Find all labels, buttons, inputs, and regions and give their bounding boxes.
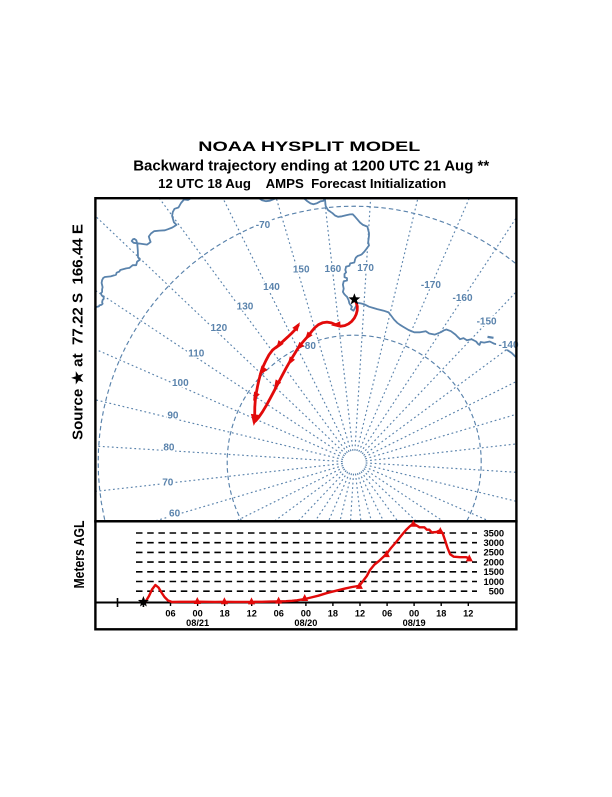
svg-text:12: 12 bbox=[355, 609, 365, 619]
svg-text:3500: 3500 bbox=[484, 527, 504, 538]
svg-text:1500: 1500 bbox=[484, 566, 504, 577]
svg-text:06: 06 bbox=[274, 609, 284, 619]
svg-text:170: 170 bbox=[357, 263, 374, 274]
svg-text:100: 100 bbox=[172, 378, 189, 389]
svg-text:70: 70 bbox=[162, 478, 174, 489]
svg-text:08/20: 08/20 bbox=[294, 618, 317, 628]
svg-text:1000: 1000 bbox=[484, 576, 504, 587]
svg-text:12 UTC 18 Aug AMPS Forecas: 12 UTC 18 Aug AMPS Forecast Initializati… bbox=[158, 176, 446, 191]
svg-text:12: 12 bbox=[247, 609, 257, 619]
svg-text:90: 90 bbox=[167, 410, 179, 421]
svg-text:18: 18 bbox=[436, 609, 446, 619]
svg-text:-170: -170 bbox=[421, 280, 441, 291]
svg-text:Meters AGL: Meters AGL bbox=[72, 520, 88, 588]
svg-text:-140: -140 bbox=[498, 340, 518, 351]
svg-text:130: 130 bbox=[237, 301, 254, 312]
svg-text:-150: -150 bbox=[477, 317, 497, 328]
svg-text:120: 120 bbox=[210, 323, 227, 334]
svg-text:00: 00 bbox=[409, 609, 419, 619]
svg-text:60: 60 bbox=[169, 508, 181, 519]
svg-text:-70: -70 bbox=[256, 220, 271, 231]
svg-text:2000: 2000 bbox=[484, 556, 504, 567]
svg-text:06: 06 bbox=[382, 609, 392, 619]
svg-text:-160: -160 bbox=[452, 293, 472, 304]
svg-text:500: 500 bbox=[489, 586, 504, 597]
svg-text:110: 110 bbox=[188, 349, 205, 360]
svg-text:12: 12 bbox=[463, 609, 473, 619]
svg-text:08/19: 08/19 bbox=[403, 618, 426, 628]
svg-text:08/21: 08/21 bbox=[186, 618, 209, 628]
svg-text:150: 150 bbox=[293, 265, 310, 276]
svg-text:06: 06 bbox=[165, 609, 175, 619]
svg-text:-80: -80 bbox=[301, 341, 316, 352]
svg-text:00: 00 bbox=[301, 609, 311, 619]
svg-text:NOAA HYSPLIT MODEL: NOAA HYSPLIT MODEL bbox=[198, 138, 421, 154]
svg-text:Source ★ at 77.22 S 166.44 E: Source ★ at 77.22 S 166.44 E bbox=[71, 224, 87, 440]
svg-text:160: 160 bbox=[325, 264, 342, 275]
svg-text:140: 140 bbox=[263, 282, 280, 293]
svg-text:2500: 2500 bbox=[484, 547, 504, 558]
svg-text:00: 00 bbox=[192, 609, 202, 619]
svg-text:3000: 3000 bbox=[484, 537, 504, 548]
svg-text:18: 18 bbox=[219, 609, 229, 619]
svg-text:Backward trajectory ending at: Backward trajectory ending at 1200 UTC 2… bbox=[133, 158, 489, 175]
svg-text:18: 18 bbox=[328, 609, 338, 619]
svg-text:80: 80 bbox=[163, 443, 175, 454]
